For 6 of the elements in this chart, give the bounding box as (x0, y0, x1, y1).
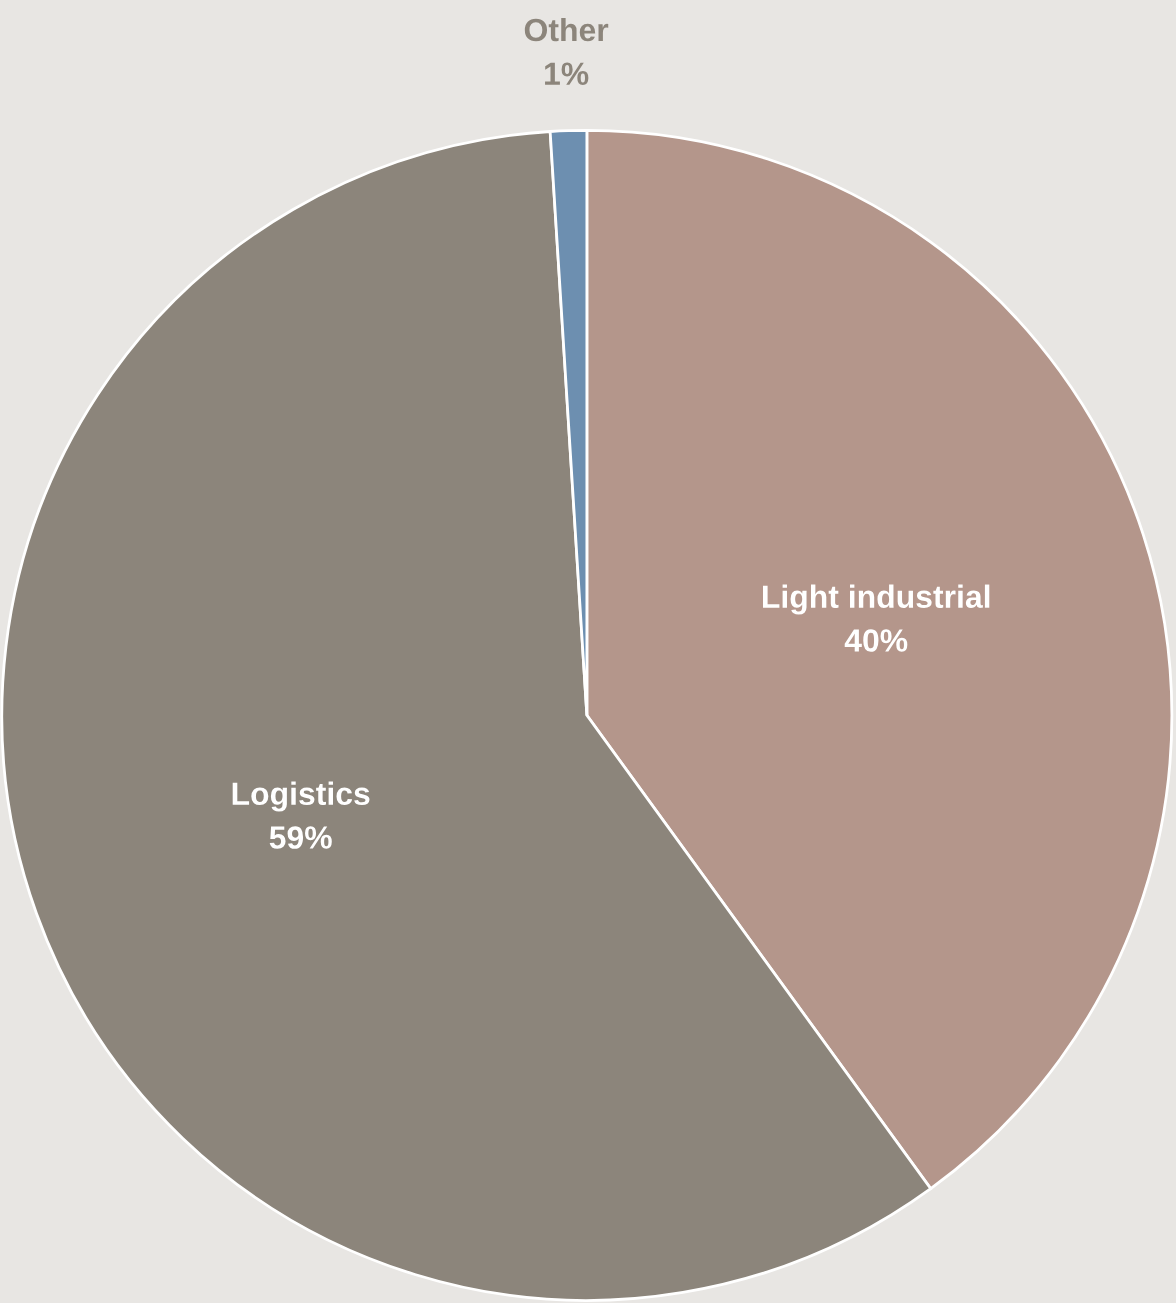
data-label: 40% (844, 629, 908, 652)
data-label: 1% (545, 62, 589, 85)
data-label: 59% (269, 826, 332, 849)
slice-label: Light industrial (762, 584, 990, 615)
slice-label: Other (524, 17, 609, 42)
slice-label: Logistics (232, 781, 370, 812)
